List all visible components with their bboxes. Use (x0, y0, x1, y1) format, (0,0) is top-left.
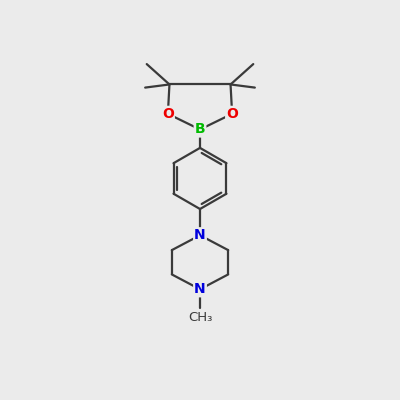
Text: B: B (195, 122, 205, 136)
Text: O: O (162, 107, 174, 121)
Text: N: N (194, 228, 206, 242)
Text: O: O (226, 107, 238, 121)
Text: N: N (194, 282, 206, 296)
Text: CH₃: CH₃ (188, 311, 212, 324)
